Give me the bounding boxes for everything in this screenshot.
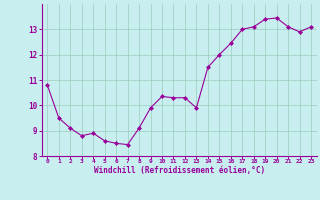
X-axis label: Windchill (Refroidissement éolien,°C): Windchill (Refroidissement éolien,°C) xyxy=(94,166,265,175)
